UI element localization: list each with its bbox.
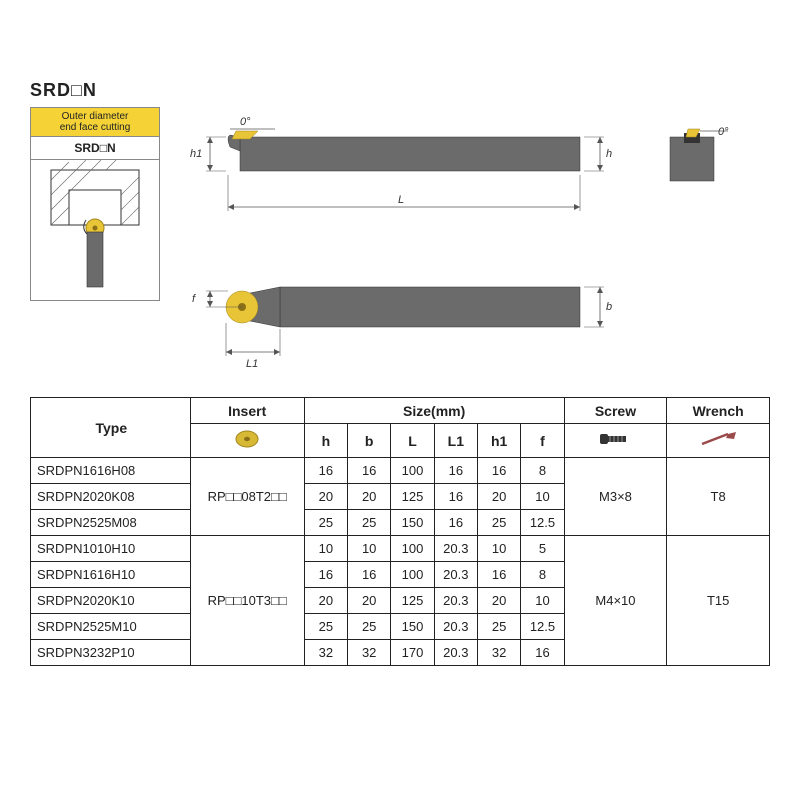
- dim-h: h: [606, 148, 612, 160]
- cell-h: 32: [304, 640, 347, 666]
- cell-f: 10: [521, 588, 564, 614]
- cell-type: SRDPN1616H08: [31, 458, 191, 484]
- cell-b: 32: [348, 640, 391, 666]
- cell-L: 170: [391, 640, 434, 666]
- cell-type: SRDPN2020K08: [31, 484, 191, 510]
- th-wrench: Wrench: [667, 398, 770, 424]
- cell-h: 20: [304, 484, 347, 510]
- cell-type: SRDPN2525M10: [31, 614, 191, 640]
- cell-L: 125: [391, 484, 434, 510]
- th-Lc: L: [391, 424, 434, 458]
- cell-L1: 16: [434, 484, 477, 510]
- angle-label-side: 0°: [240, 116, 251, 128]
- th-size: Size(mm): [304, 398, 564, 424]
- dim-L: L: [398, 194, 404, 206]
- wrench-icon: [698, 430, 738, 448]
- cell-h: 20: [304, 588, 347, 614]
- cell-L1: 16: [434, 458, 477, 484]
- cell-L: 125: [391, 588, 434, 614]
- cell-L1: 20.3: [434, 614, 477, 640]
- cell-b: 20: [348, 588, 391, 614]
- cell-h: 25: [304, 614, 347, 640]
- cell-L1: 20.3: [434, 536, 477, 562]
- table-row: SRDPN1010H10RP□□10T3□□101010020.3105M4×1…: [31, 536, 770, 562]
- cell-f: 8: [521, 458, 564, 484]
- angle-label-end: 0°: [718, 126, 729, 138]
- cell-h1: 10: [478, 536, 521, 562]
- th-L1c: L1: [434, 424, 477, 458]
- cell-b: 25: [348, 614, 391, 640]
- cell-type: SRDPN2020K10: [31, 588, 191, 614]
- th-fc: f: [521, 424, 564, 458]
- cell-insert: RP□□10T3□□: [190, 536, 304, 666]
- dim-b: b: [606, 301, 612, 313]
- cell-L1: 20.3: [434, 640, 477, 666]
- cell-f: 5: [521, 536, 564, 562]
- cell-f: 16: [521, 640, 564, 666]
- application-diagram: [31, 160, 159, 300]
- th-wrench-icon: [667, 424, 770, 458]
- cell-wrench: T15: [667, 536, 770, 666]
- cell-L: 150: [391, 510, 434, 536]
- cell-h1: 16: [478, 562, 521, 588]
- cell-type: SRDPN2525M08: [31, 510, 191, 536]
- application-label: SRD□N: [31, 137, 159, 160]
- cell-h: 16: [304, 458, 347, 484]
- table-row: SRDPN1616H08RP□□08T2□□161610016168M3×8T8: [31, 458, 770, 484]
- cell-L: 100: [391, 458, 434, 484]
- cell-f: 10: [521, 484, 564, 510]
- product-code-title: SRD□N: [30, 80, 770, 101]
- cell-L: 100: [391, 562, 434, 588]
- dim-L1: L1: [246, 358, 258, 370]
- th-insert-icon: [190, 424, 304, 458]
- cell-b: 16: [348, 562, 391, 588]
- application-head: Outer diameter end face cutting: [31, 108, 159, 137]
- diagram-row: Outer diameter end face cutting SRD□N: [30, 107, 770, 377]
- cell-h1: 25: [478, 614, 521, 640]
- cell-type: SRDPN1616H10: [31, 562, 191, 588]
- cell-h1: 20: [478, 484, 521, 510]
- cell-screw: M4×10: [564, 536, 667, 666]
- cell-h1: 20: [478, 588, 521, 614]
- dim-f: f: [192, 293, 196, 305]
- application-line2: end face cutting: [60, 122, 131, 133]
- cell-b: 16: [348, 458, 391, 484]
- screw-icon: [598, 430, 632, 448]
- cell-f: 12.5: [521, 510, 564, 536]
- cell-type: SRDPN3232P10: [31, 640, 191, 666]
- cell-h: 25: [304, 510, 347, 536]
- cell-b: 20: [348, 484, 391, 510]
- cell-h1: 25: [478, 510, 521, 536]
- th-screw-icon: [564, 424, 667, 458]
- th-b: b: [348, 424, 391, 458]
- dimension-diagrams: 0° h1 h: [180, 107, 770, 377]
- application-line1: Outer diameter: [62, 111, 129, 122]
- th-h: h: [304, 424, 347, 458]
- cell-L1: 20.3: [434, 562, 477, 588]
- th-insert: Insert: [190, 398, 304, 424]
- cell-b: 25: [348, 510, 391, 536]
- cell-f: 12.5: [521, 614, 564, 640]
- cell-h1: 16: [478, 458, 521, 484]
- cell-h: 10: [304, 536, 347, 562]
- cell-type: SRDPN1010H10: [31, 536, 191, 562]
- cell-screw: M3×8: [564, 458, 667, 536]
- cell-L: 150: [391, 614, 434, 640]
- th-screw: Screw: [564, 398, 667, 424]
- cell-L1: 20.3: [434, 588, 477, 614]
- dim-h1: h1: [190, 148, 202, 160]
- application-box: Outer diameter end face cutting SRD□N: [30, 107, 160, 301]
- cell-f: 8: [521, 562, 564, 588]
- cell-h: 16: [304, 562, 347, 588]
- spec-table: Type Insert Size(mm) Screw Wrench h b L …: [30, 397, 770, 666]
- cell-L1: 16: [434, 510, 477, 536]
- th-h1c: h1: [478, 424, 521, 458]
- cell-insert: RP□□08T2□□: [190, 458, 304, 536]
- cell-wrench: T8: [667, 458, 770, 536]
- insert-icon: [233, 428, 261, 450]
- cell-b: 10: [348, 536, 391, 562]
- th-type: Type: [31, 398, 191, 458]
- cell-L: 100: [391, 536, 434, 562]
- cell-h1: 32: [478, 640, 521, 666]
